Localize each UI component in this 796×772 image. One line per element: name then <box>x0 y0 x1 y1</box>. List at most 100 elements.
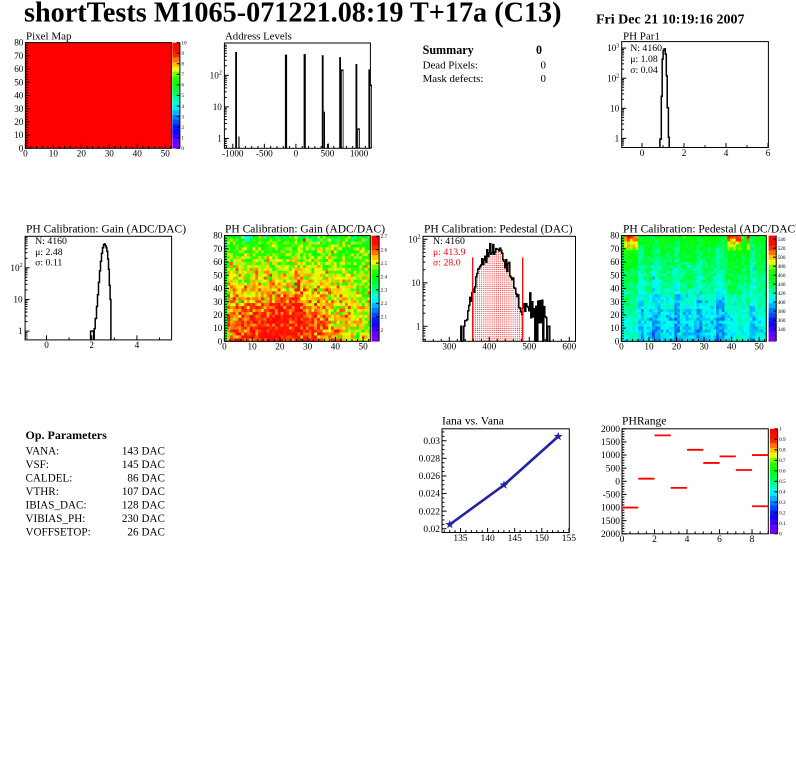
svg-text:10: 10 <box>248 342 258 352</box>
svg-text:150: 150 <box>535 534 550 544</box>
svg-text:60: 60 <box>213 257 223 267</box>
svg-text:0.9: 0.9 <box>779 437 786 443</box>
svg-text:2: 2 <box>89 340 94 350</box>
svg-text:107: 107 <box>122 486 139 498</box>
svg-text:PH Calibration: Pedestal (DAC): PH Calibration: Pedestal (DAC) <box>424 224 573 236</box>
svg-text:9: 9 <box>181 51 184 57</box>
svg-text:0.5: 0.5 <box>779 479 786 485</box>
svg-text:0.024: 0.024 <box>419 490 441 500</box>
svg-text:2.1: 2.1 <box>381 315 388 321</box>
svg-text:2: 2 <box>381 328 384 334</box>
svg-text:0: 0 <box>181 146 184 152</box>
svg-text:VTHR:: VTHR: <box>26 486 59 498</box>
svg-text:8: 8 <box>750 535 755 545</box>
svg-text:300: 300 <box>442 342 456 352</box>
svg-text:6: 6 <box>181 83 184 89</box>
svg-text:PHRange: PHRange <box>622 415 666 428</box>
svg-text:480: 480 <box>778 264 786 270</box>
svg-text:0: 0 <box>615 477 620 487</box>
svg-text:DAC: DAC <box>142 445 165 457</box>
svg-text:DAC: DAC <box>142 459 165 471</box>
svg-text:0.8: 0.8 <box>779 448 786 454</box>
svg-text:2.2: 2.2 <box>381 301 388 307</box>
svg-text:4: 4 <box>724 148 729 158</box>
svg-text:1: 1 <box>615 134 620 144</box>
svg-text:102: 102 <box>10 263 22 273</box>
svg-text:60: 60 <box>610 257 620 267</box>
svg-text:N: 4160: N: 4160 <box>630 43 662 54</box>
svg-text:60: 60 <box>14 64 24 74</box>
svg-text:VOFFSETOP:: VOFFSETOP: <box>26 527 91 539</box>
svg-text:0: 0 <box>23 149 28 159</box>
svg-text:102: 102 <box>408 234 420 244</box>
svg-text:10: 10 <box>610 103 620 113</box>
svg-text:340: 340 <box>778 327 786 333</box>
svg-text:DAC: DAC <box>142 513 165 525</box>
svg-text:600: 600 <box>562 342 576 352</box>
svg-text:103: 103 <box>607 43 619 53</box>
svg-text:40: 40 <box>14 91 24 101</box>
svg-text:IBIAS_DAC:: IBIAS_DAC: <box>26 500 87 512</box>
svg-text:86: 86 <box>127 472 139 484</box>
svg-text:50: 50 <box>213 270 223 280</box>
svg-text:1000: 1000 <box>350 149 369 159</box>
svg-text:Dead Pixels:: Dead Pixels: <box>423 60 478 72</box>
svg-text:1000: 1000 <box>601 451 620 461</box>
svg-text:500: 500 <box>606 464 621 474</box>
svg-text:26: 26 <box>127 527 139 539</box>
svg-text:10: 10 <box>213 102 223 112</box>
svg-text:0.03: 0.03 <box>423 437 440 447</box>
svg-text:80: 80 <box>213 231 223 241</box>
svg-text:PH Calibration: Gain (ADC/DAC): PH Calibration: Gain (ADC/DAC) <box>225 224 385 236</box>
svg-text:N: 4160: N: 4160 <box>35 236 67 247</box>
svg-text:20: 20 <box>672 342 682 352</box>
svg-text:135: 135 <box>453 534 468 544</box>
svg-text:1500: 1500 <box>601 517 620 527</box>
svg-text:0: 0 <box>222 342 227 352</box>
svg-text:DAC: DAC <box>142 486 165 498</box>
svg-text:0: 0 <box>44 340 49 350</box>
svg-text:PH Par1: PH Par1 <box>623 31 660 43</box>
svg-text:20: 20 <box>213 310 223 320</box>
svg-text:N: 4160: N: 4160 <box>433 236 465 247</box>
svg-text:7: 7 <box>181 72 184 78</box>
svg-text:40: 40 <box>610 284 620 294</box>
svg-text:440: 440 <box>778 282 786 288</box>
svg-text:4: 4 <box>685 535 690 545</box>
svg-text:0.7: 0.7 <box>779 458 786 464</box>
svg-text:40: 40 <box>213 284 223 294</box>
svg-text:0: 0 <box>619 342 624 352</box>
svg-text:σ: 0.04: σ: 0.04 <box>630 65 658 76</box>
svg-text:8: 8 <box>181 62 184 68</box>
svg-text:2: 2 <box>181 125 184 131</box>
svg-text:30: 30 <box>105 149 115 159</box>
svg-text:Op. Parameters: Op. Parameters <box>26 428 108 442</box>
svg-text:PH Calibration: Gain (ADC/DAC): PH Calibration: Gain (ADC/DAC) <box>26 224 186 236</box>
svg-text:1: 1 <box>416 321 421 331</box>
svg-text:2: 2 <box>652 535 657 545</box>
svg-text:520: 520 <box>778 246 786 252</box>
svg-text:3: 3 <box>181 114 184 120</box>
svg-text:10: 10 <box>181 40 187 46</box>
svg-text:μ: 1.08: μ: 1.08 <box>630 54 658 65</box>
svg-text:400: 400 <box>482 342 496 352</box>
svg-text:Summary: Summary <box>423 43 474 57</box>
svg-text:-500: -500 <box>256 149 273 159</box>
svg-text:20: 20 <box>14 117 24 127</box>
svg-text:1000: 1000 <box>601 504 620 514</box>
svg-text:70: 70 <box>213 244 223 254</box>
svg-text:30: 30 <box>303 342 313 352</box>
svg-text:10: 10 <box>411 278 421 288</box>
svg-text:0.1: 0.1 <box>779 521 786 527</box>
svg-text:DAC: DAC <box>142 472 165 484</box>
svg-text:140: 140 <box>480 534 495 544</box>
svg-text:0: 0 <box>640 148 645 158</box>
svg-text:-500: -500 <box>603 491 621 501</box>
svg-text:540: 540 <box>778 237 786 243</box>
svg-text:VSF:: VSF: <box>26 459 49 471</box>
svg-text:80: 80 <box>610 231 620 241</box>
svg-text:0: 0 <box>620 535 625 545</box>
svg-text:70: 70 <box>610 244 620 254</box>
svg-text:500: 500 <box>321 149 335 159</box>
svg-text:0: 0 <box>536 43 542 57</box>
